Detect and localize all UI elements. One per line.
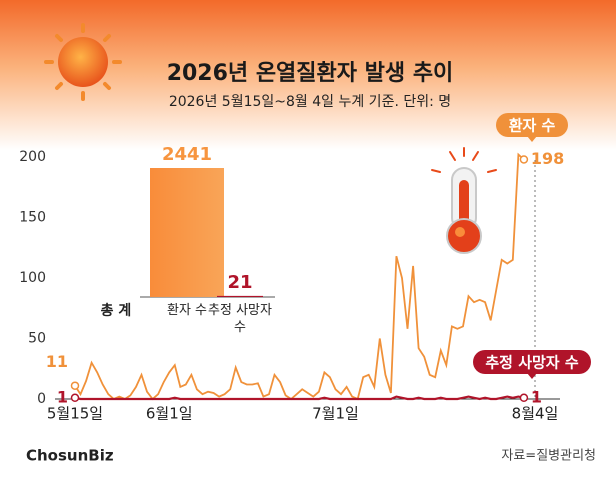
legend-label: 환자 수	[509, 117, 556, 135]
legend-label: 추정 사망자 수	[485, 354, 578, 372]
x-tick-label: 5월15일	[47, 405, 103, 423]
bar-value-label: 2441	[162, 144, 212, 165]
legend-pill	[496, 113, 568, 137]
y-tick-label: 200	[19, 149, 46, 165]
bar	[217, 295, 263, 297]
end-marker	[519, 393, 529, 403]
end-marker	[519, 155, 529, 164]
logo: ChosunBiz	[26, 447, 114, 465]
x-tick-label: 7월1일	[312, 405, 359, 423]
legend-pill	[473, 350, 591, 374]
data-label: 1	[531, 387, 542, 406]
end-marker	[70, 381, 80, 390]
thermometer-icon	[431, 147, 497, 254]
y-tick-label: 100	[19, 270, 46, 286]
bar-title: 총 계	[101, 303, 132, 319]
source: 자료=질병관리청	[501, 449, 596, 464]
bar-category-label: 환자 수	[166, 303, 207, 318]
data-label: 198	[531, 149, 564, 168]
y-tick-label: 0	[37, 391, 46, 407]
bar	[150, 168, 224, 297]
x-tick-label: 6월1일	[146, 405, 193, 423]
chart-subtitle: 2026년 5월15일~8월 4일 누계 기준. 단위: 명	[169, 94, 451, 110]
data-label: 1	[57, 387, 68, 406]
chart-title: 2026년 온열질환자 발생 추이	[167, 61, 454, 86]
line-series	[74, 152, 525, 401]
legend-pointer	[527, 373, 537, 379]
y-tick-label: 50	[28, 331, 46, 347]
x-tick-label: 8월4일	[512, 405, 559, 423]
data-label: 11	[46, 352, 68, 371]
bar-value-label: 21	[227, 272, 252, 293]
sun-icon	[44, 23, 122, 101]
end-marker	[70, 393, 80, 403]
bar-category-label: 추정 사망자 수	[208, 303, 272, 335]
legend-pointer	[527, 136, 537, 142]
line-series	[74, 395, 525, 401]
y-tick-label: 150	[19, 210, 46, 226]
